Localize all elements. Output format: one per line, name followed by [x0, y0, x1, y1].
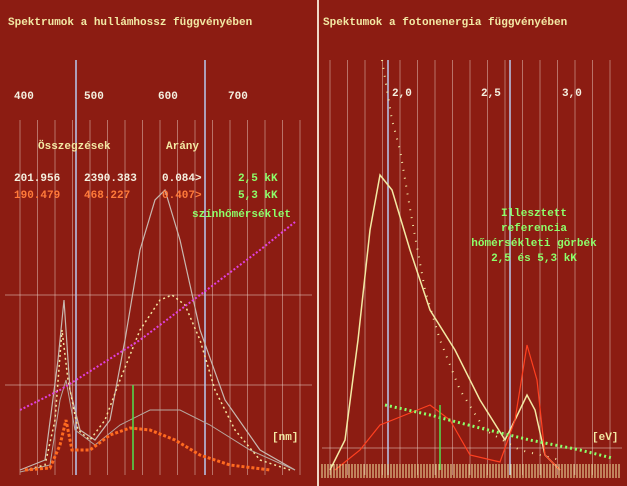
table-header: Arány: [166, 141, 199, 153]
unit-label: [nm]: [272, 432, 298, 444]
annotation: színhőmérséklet: [192, 209, 291, 221]
unit-label: [eV]: [592, 432, 618, 444]
annotation: Illesztett: [501, 208, 567, 220]
axis-tick: 400: [14, 91, 34, 103]
axis-tick: 2,5: [481, 88, 501, 100]
annotation: 2,5 és 5,3 kK: [491, 253, 577, 265]
axis-tick: 700: [228, 91, 248, 103]
axis-tick: 600: [158, 91, 178, 103]
table-cell: 201.956: [14, 173, 60, 185]
axis-tick: 3,0: [562, 88, 582, 100]
table-cell: 2390.383: [84, 173, 137, 185]
table-cell: 0.084>: [162, 173, 202, 185]
axis-tick: 500: [84, 91, 104, 103]
annotation: hőmérsékleti görbék: [471, 238, 597, 250]
table-cell: 468.227: [84, 190, 130, 202]
table-cell: 2,5 kK: [238, 173, 278, 185]
table-cell: 5,3 kK: [238, 190, 278, 202]
table-cell: 190.479: [14, 190, 60, 202]
screen: Spektrumok a hullámhossz függvényében Sp…: [0, 0, 627, 486]
table-cell: 0.407>: [162, 190, 202, 202]
panel-title: Spektumok a fotonenergia függvényében: [323, 17, 567, 29]
annotation: referencia: [501, 223, 567, 235]
axis-tick: 2,0: [392, 88, 412, 100]
panel-title: Spektrumok a hullámhossz függvényében: [8, 17, 252, 29]
table-header: Összegzések: [38, 140, 111, 153]
